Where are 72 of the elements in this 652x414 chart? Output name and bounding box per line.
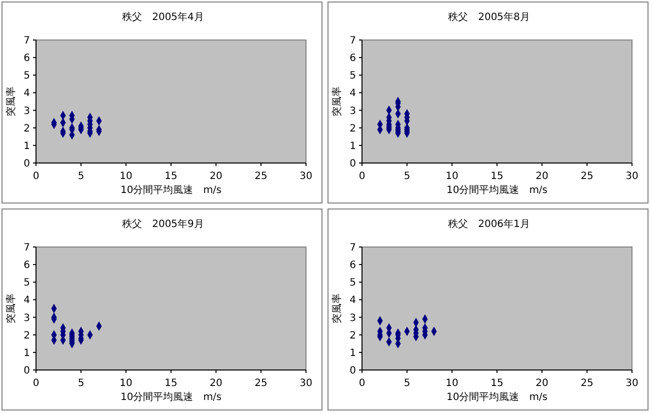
y-tick-label: 7 <box>350 36 356 46</box>
y-tick-label: 3 <box>24 106 30 117</box>
y-tick-label: 6 <box>350 260 356 272</box>
x-tick-label: 15 <box>490 171 504 182</box>
x-tick-label: 25 <box>580 378 594 389</box>
x-tick-label: 20 <box>536 171 548 182</box>
y-tick-label: 0 <box>24 158 30 170</box>
chart-title: 秩父 2006年1月 <box>448 218 530 230</box>
y-tick-label: 5 <box>24 278 30 289</box>
x-tick-label: 15 <box>164 378 178 389</box>
x-tick-label: 0 <box>32 378 40 389</box>
x-tick-label: 30 <box>300 378 312 389</box>
y-tick-label: 5 <box>350 70 356 82</box>
y-tick-label: 3 <box>350 106 356 117</box>
y-tick-label: 5 <box>350 278 356 289</box>
y-tick-label: 0 <box>350 158 356 170</box>
y-tick-label: 6 <box>24 260 30 272</box>
x-tick-label: 10 <box>120 378 132 389</box>
y-tick-label: 5 <box>24 70 30 82</box>
y-tick-label: 2 <box>24 123 30 134</box>
x-tick-label: 5 <box>404 171 410 182</box>
y-tick-label: 0 <box>24 366 30 376</box>
x-tick-label: 30 <box>300 171 312 182</box>
y-tick-label: 1 <box>350 348 356 359</box>
x-tick-label: 5 <box>78 378 84 389</box>
x-tick-label: 25 <box>254 378 268 389</box>
chart-title: 秩父 2005年9月 <box>122 218 204 230</box>
y-tick-label: 7 <box>24 36 30 46</box>
x-tick-label: 15 <box>490 378 504 389</box>
x-tick-label: 10 <box>120 171 132 182</box>
x-tick-label: 20 <box>210 378 222 389</box>
x-tick-label: 0 <box>358 171 366 182</box>
y-tick-label: 4 <box>24 295 30 306</box>
y-axis-title: 突風率 <box>5 86 17 116</box>
y-tick-label: 4 <box>24 88 30 100</box>
x-tick-label: 20 <box>210 171 222 182</box>
y-tick-label: 0 <box>350 366 356 376</box>
x-tick-label: 10 <box>446 378 458 389</box>
y-tick-label: 2 <box>350 123 356 134</box>
y-tick-label: 1 <box>24 348 30 359</box>
x-tick-label: 5 <box>404 378 410 389</box>
x-axis-title: 10分間平均風速 m/s <box>120 184 222 196</box>
x-axis-title: 10分間平均風速 m/s <box>446 391 548 403</box>
x-tick-label: 30 <box>626 171 638 182</box>
y-tick-label: 4 <box>350 295 356 306</box>
x-tick-label: 10 <box>446 171 458 182</box>
y-tick-label: 6 <box>350 53 356 64</box>
y-tick-label: 3 <box>24 312 30 324</box>
y-tick-label: 1 <box>24 140 30 152</box>
x-tick-label: 5 <box>78 171 84 182</box>
x-tick-label: 0 <box>32 171 40 182</box>
y-tick-label: 2 <box>350 330 356 342</box>
x-tick-label: 30 <box>626 378 638 389</box>
y-tick-label: 6 <box>24 53 30 64</box>
x-tick-label: 25 <box>580 171 594 182</box>
y-tick-label: 1 <box>350 140 356 152</box>
x-tick-label: 15 <box>164 171 178 182</box>
y-tick-label: 3 <box>350 312 356 324</box>
y-tick-label: 4 <box>350 88 356 100</box>
y-axis-title: 突風率 <box>331 294 343 324</box>
y-tick-label: 2 <box>24 330 30 342</box>
x-axis-title: 10分間平均風速 m/s <box>120 391 222 403</box>
x-tick-label: 0 <box>358 378 366 389</box>
y-tick-label: 7 <box>350 242 356 254</box>
y-axis-title: 突風率 <box>331 86 343 116</box>
x-tick-label: 25 <box>254 171 268 182</box>
chart-title: 秩父 2005年4月 <box>122 11 204 23</box>
chart-title: 秩父 2005年8月 <box>448 11 530 23</box>
y-tick-label: 7 <box>24 242 30 254</box>
x-axis-title: 10分間平均風速 m/s <box>446 184 548 196</box>
x-tick-label: 20 <box>536 378 548 389</box>
y-axis-title: 突風率 <box>5 294 17 324</box>
